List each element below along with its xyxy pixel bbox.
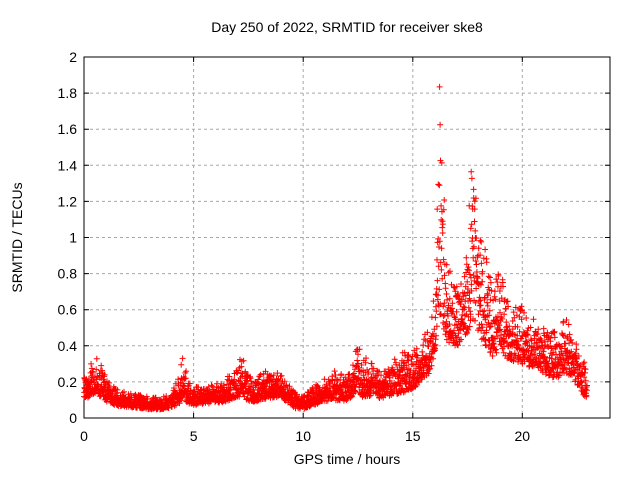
chart-title: Day 250 of 2022, SRMTID for receiver ske…: [211, 19, 483, 35]
y-axis-label: SRMTID / TECUs: [9, 182, 25, 292]
plot-frame: [83, 56, 611, 419]
x-axis-label: GPS time / hours: [294, 451, 401, 467]
x-tick-labels: 0 5 10 15 20: [80, 428, 530, 444]
tick-label: 1: [69, 230, 77, 246]
tick-label: 0: [69, 410, 77, 426]
tick-label: 20: [515, 428, 531, 444]
tick-label: 1.2: [58, 193, 78, 209]
tick-label: 2: [69, 49, 77, 65]
data-points: [81, 83, 590, 413]
y-tick-labels: 0 0.2 0.4 0.6 0.8 1 1.2 1.4 1.6 1.8 2: [58, 49, 78, 426]
gridlines: [84, 57, 610, 418]
tick-label: 0.4: [58, 338, 78, 354]
tick-label: 5: [190, 428, 198, 444]
tick-label: 1.4: [58, 157, 78, 173]
tick-label: 15: [405, 428, 421, 444]
tick-label: 1.8: [58, 85, 78, 101]
tick-label: 0.6: [58, 302, 78, 318]
tick-label: 0: [80, 428, 88, 444]
tick-label: 10: [295, 428, 311, 444]
tick-label: 1.6: [58, 121, 78, 137]
tick-label: 0.8: [58, 266, 78, 282]
tick-label: 0.2: [58, 374, 78, 390]
